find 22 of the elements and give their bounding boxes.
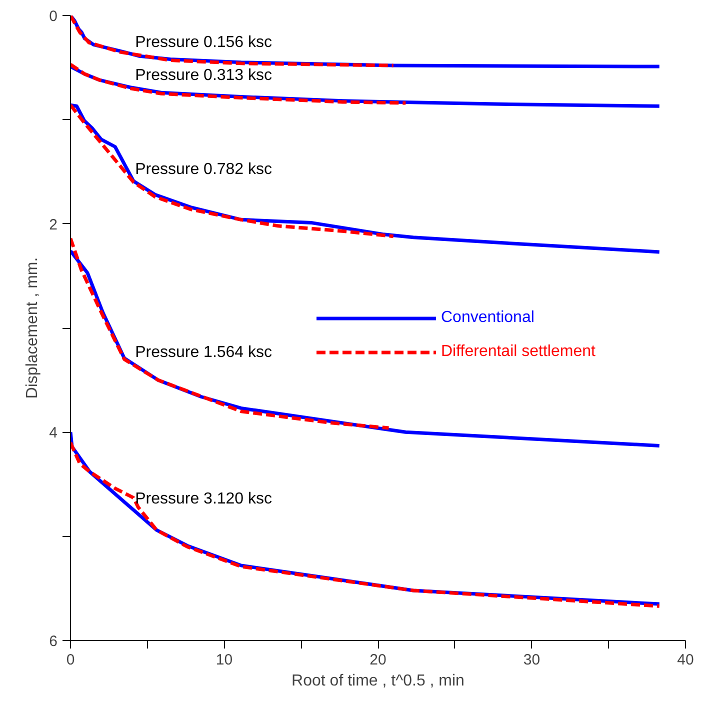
text: Differentail settlement [441,343,596,361]
y-tick-label: 0 [49,8,58,25]
line-series [70,16,396,68]
y-tick-label: 2 [49,216,58,234]
line-series [70,62,408,105]
line-series [70,103,396,238]
x-tick-label: 20 [370,652,386,668]
x-tick-label: 0 [66,652,75,668]
annotation: Pressure 1.564 ksc [135,344,272,362]
y-axis-title: Displacement , mm. [24,257,42,399]
line-series [70,236,391,430]
y-tick-label: 4 [49,424,58,442]
annotation: Pressure 0.156 ksc [135,34,272,51]
x-tick-label: 40 [677,652,694,668]
x-tick-label: 30 [523,652,540,668]
annotation: Pressure 0.782 ksc [135,161,272,178]
x-axis-title: Root of time , t^0.5 , min [292,672,464,690]
annotation: Pressure 0.313 ksc [135,67,272,84]
annotation: Pressure 3.120 ksc [135,490,272,508]
text: Conventional [441,309,534,327]
x-tick-label: 10 [216,652,233,668]
y-tick-label: 6 [49,633,58,650]
